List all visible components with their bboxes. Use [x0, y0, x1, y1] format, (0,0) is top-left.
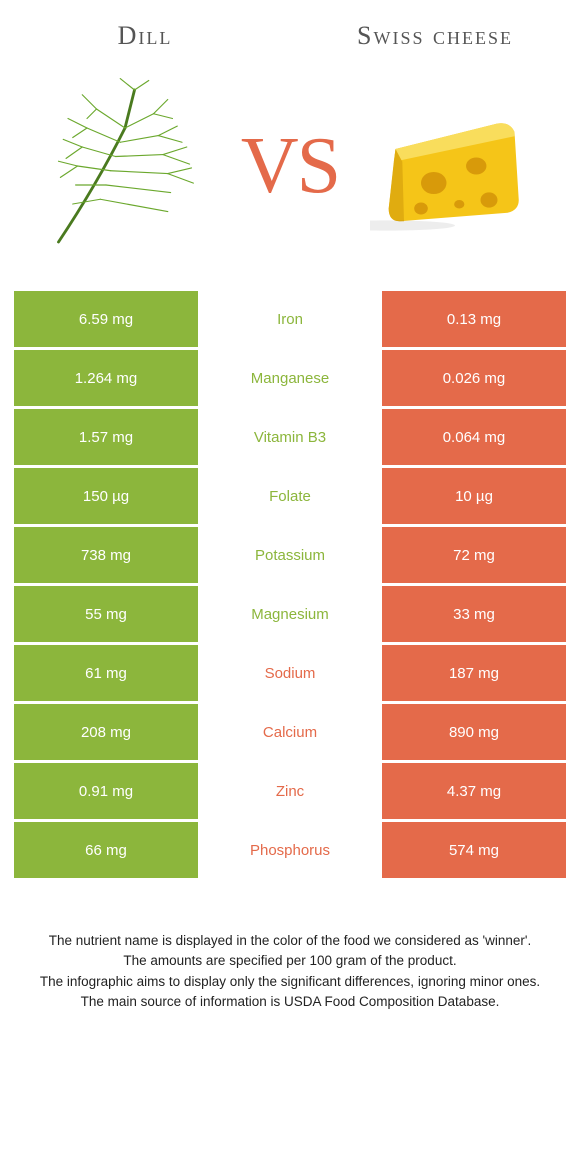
left-value-cell: 1.57 mg [14, 409, 198, 465]
right-value-cell: 4.37 mg [382, 763, 566, 819]
cheese-image [360, 71, 550, 261]
table-row: 150 µgFolate10 µg [14, 468, 566, 524]
table-row: 66 mgPhosphorus574 mg [14, 822, 566, 878]
nutrient-name-cell: Phosphorus [198, 822, 382, 878]
nutrient-name-cell: Sodium [198, 645, 382, 701]
table-row: 61 mgSodium187 mg [14, 645, 566, 701]
left-value-cell: 61 mg [14, 645, 198, 701]
table-row: 1.264 mgManganese0.026 mg [14, 350, 566, 406]
right-value-cell: 187 mg [382, 645, 566, 701]
right-value-cell: 574 mg [382, 822, 566, 878]
left-food-title: Dill [0, 20, 290, 51]
right-value-cell: 0.026 mg [382, 350, 566, 406]
nutrient-name-cell: Manganese [198, 350, 382, 406]
table-row: 6.59 mgIron0.13 mg [14, 291, 566, 347]
left-value-cell: 208 mg [14, 704, 198, 760]
nutrient-name-cell: Magnesium [198, 586, 382, 642]
nutrient-name-cell: Folate [198, 468, 382, 524]
right-value-cell: 0.13 mg [382, 291, 566, 347]
left-value-cell: 0.91 mg [14, 763, 198, 819]
right-food-title: Swiss cheese [290, 20, 580, 51]
left-value-cell: 150 µg [14, 468, 198, 524]
left-value-cell: 738 mg [14, 527, 198, 583]
table-row: 1.57 mgVitamin B30.064 mg [14, 409, 566, 465]
table-row: 0.91 mgZinc4.37 mg [14, 763, 566, 819]
nutrient-name-cell: Vitamin B3 [198, 409, 382, 465]
footer-line-1: The nutrient name is displayed in the co… [30, 931, 550, 951]
right-value-cell: 72 mg [382, 527, 566, 583]
right-value-cell: 890 mg [382, 704, 566, 760]
nutrient-name-cell: Zinc [198, 763, 382, 819]
images-row: VS [0, 61, 580, 291]
left-value-cell: 55 mg [14, 586, 198, 642]
nutrient-table: 6.59 mgIron0.13 mg1.264 mgManganese0.026… [0, 291, 580, 878]
header-row: Dill Swiss cheese [0, 0, 580, 61]
footer-notes: The nutrient name is displayed in the co… [0, 881, 580, 1012]
vs-label: VS [241, 121, 339, 212]
nutrient-name-cell: Calcium [198, 704, 382, 760]
nutrient-name-cell: Iron [198, 291, 382, 347]
nutrient-name-cell: Potassium [198, 527, 382, 583]
table-row: 55 mgMagnesium33 mg [14, 586, 566, 642]
right-value-cell: 10 µg [382, 468, 566, 524]
footer-line-4: The main source of information is USDA F… [30, 992, 550, 1012]
footer-line-3: The infographic aims to display only the… [30, 972, 550, 992]
right-value-cell: 0.064 mg [382, 409, 566, 465]
left-value-cell: 66 mg [14, 822, 198, 878]
table-row: 208 mgCalcium890 mg [14, 704, 566, 760]
dill-image [30, 71, 220, 261]
footer-line-2: The amounts are specified per 100 gram o… [30, 951, 550, 971]
table-row: 738 mgPotassium72 mg [14, 527, 566, 583]
right-value-cell: 33 mg [382, 586, 566, 642]
left-value-cell: 6.59 mg [14, 291, 198, 347]
left-value-cell: 1.264 mg [14, 350, 198, 406]
